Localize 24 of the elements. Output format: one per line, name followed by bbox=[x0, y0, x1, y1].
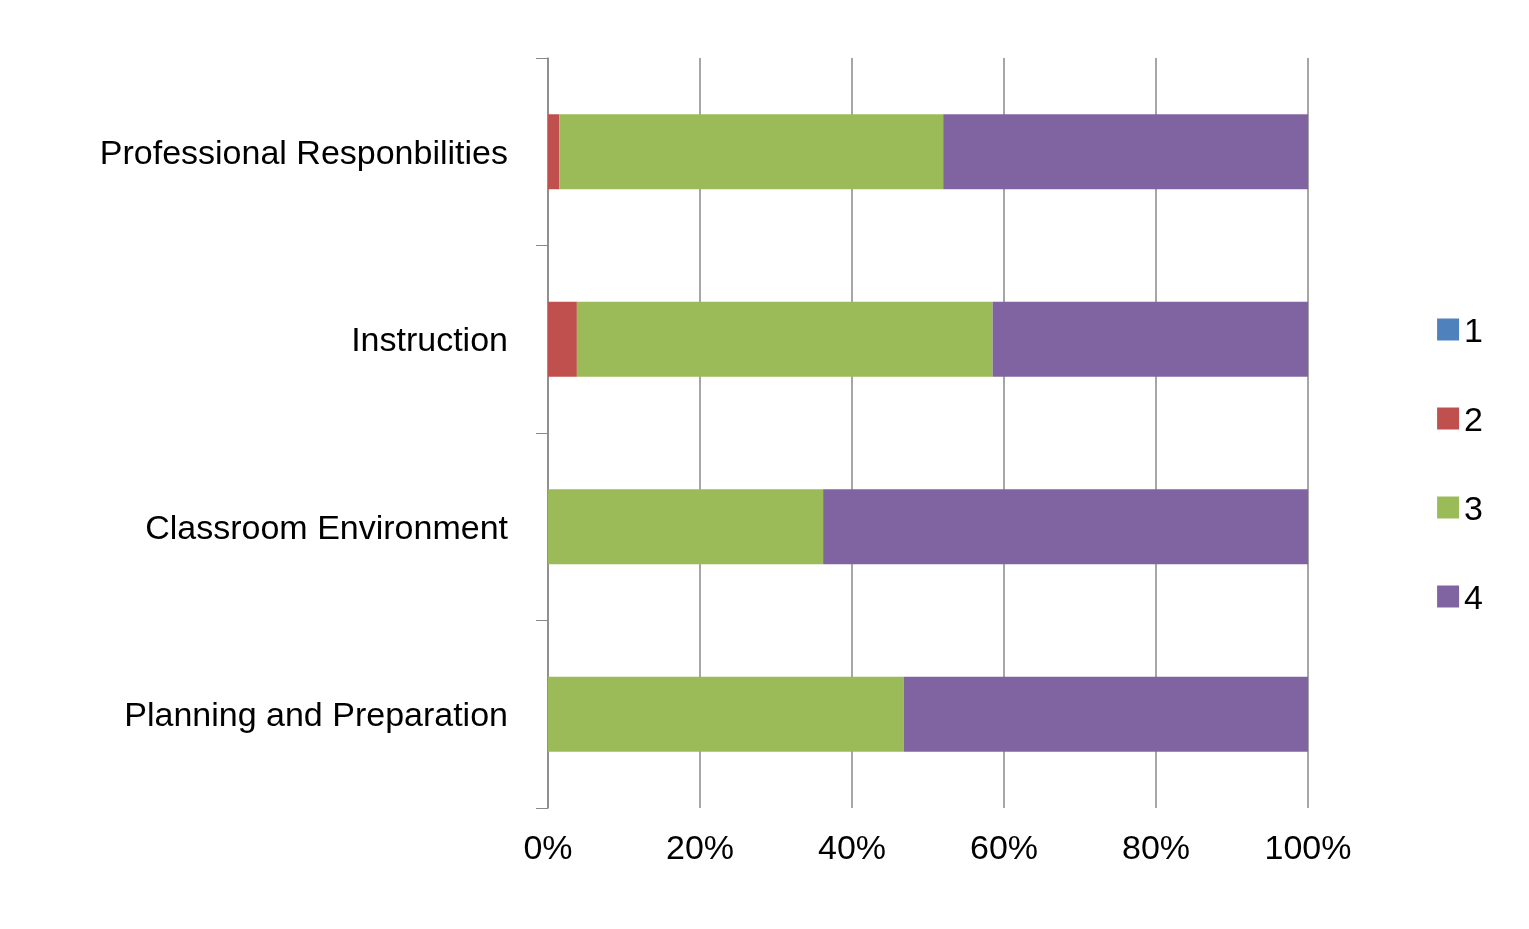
bar bbox=[548, 114, 560, 190]
legend-label: 1 bbox=[1464, 310, 1484, 349]
bar bbox=[559, 114, 944, 190]
bar bbox=[903, 676, 1308, 752]
bar bbox=[548, 676, 904, 752]
bar bbox=[576, 301, 993, 377]
x-tick-label: 0% bbox=[523, 828, 573, 866]
x-tick-label: 40% bbox=[817, 828, 887, 866]
y-tick-label: Classroom Environment bbox=[145, 507, 509, 546]
bar bbox=[548, 301, 577, 377]
legend-label: 2 bbox=[1464, 399, 1484, 438]
y-tick-label: Professional Responbilities bbox=[99, 132, 508, 171]
x-tick-label: 80% bbox=[1121, 828, 1191, 866]
legend-label: 3 bbox=[1464, 488, 1484, 527]
bar bbox=[548, 489, 824, 565]
bar bbox=[943, 114, 1308, 190]
legend-label: 4 bbox=[1464, 577, 1484, 616]
x-tick-label: 60% bbox=[969, 828, 1039, 866]
y-tick-label: Planning and Preparation bbox=[124, 695, 508, 734]
bar bbox=[823, 489, 1308, 565]
bar bbox=[992, 301, 1308, 377]
x-tick-label: 100% bbox=[1264, 828, 1352, 866]
x-tick-label: 20% bbox=[665, 828, 735, 866]
y-tick-label: Instruction bbox=[351, 320, 508, 359]
